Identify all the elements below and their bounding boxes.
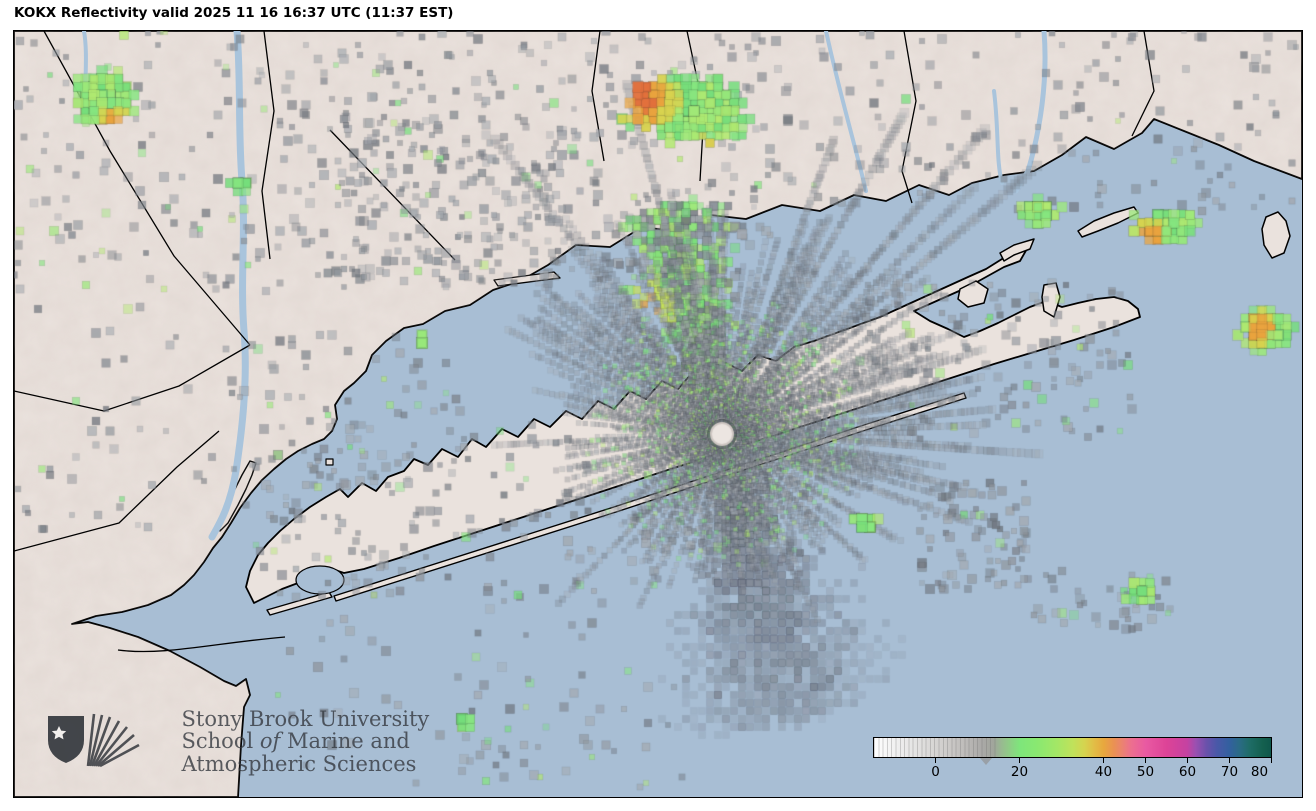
brand-line-2: School of Marine and	[181, 729, 410, 753]
colorbar-gradient	[872, 736, 1272, 758]
product-title: KOKX Reflectivity valid 2025 11 16 16:37…	[14, 5, 454, 21]
colorbar-segment-lines	[873, 737, 998, 757]
colorbar-tick	[1102, 757, 1105, 763]
colorbar-tick	[1144, 757, 1147, 763]
stony-brook-branding: Stony Brook University School of Marine …	[42, 706, 430, 786]
colorbar-tick-label: 50	[1136, 763, 1155, 780]
colorbar-tick	[1228, 757, 1231, 763]
colorbar-tick	[934, 757, 937, 763]
radar-map: 0 20 40 50 60 70 80	[12, 29, 1303, 798]
colorbar-tick-label: 60	[1178, 763, 1197, 780]
colorbar-tick-label: 40	[1094, 763, 1113, 780]
colorbar-tick	[1186, 757, 1189, 763]
stony-brook-rays-icon	[86, 713, 140, 767]
brand-line-1: Stony Brook University	[181, 706, 430, 731]
colorbar-tick	[1018, 757, 1021, 763]
colorbar-marker-icon	[979, 757, 992, 765]
stony-brook-shield-icon	[47, 713, 140, 767]
colorbar-tick	[1270, 757, 1273, 763]
colorbar-tick-label: 20	[1010, 763, 1029, 780]
brand-line-3: Atmospheric Sciences	[181, 751, 417, 776]
colorbar-tick-label: 80	[1250, 763, 1269, 780]
reflectivity-canvas	[13, 30, 1302, 797]
colorbar-tick-label: 0	[931, 763, 940, 780]
colorbar-tick-label: 70	[1220, 763, 1239, 780]
reflectivity-colorbar: 0 20 40 50 60 70 80	[872, 736, 1273, 797]
stony-brook-text: Stony Brook University School of Marine …	[181, 706, 430, 776]
